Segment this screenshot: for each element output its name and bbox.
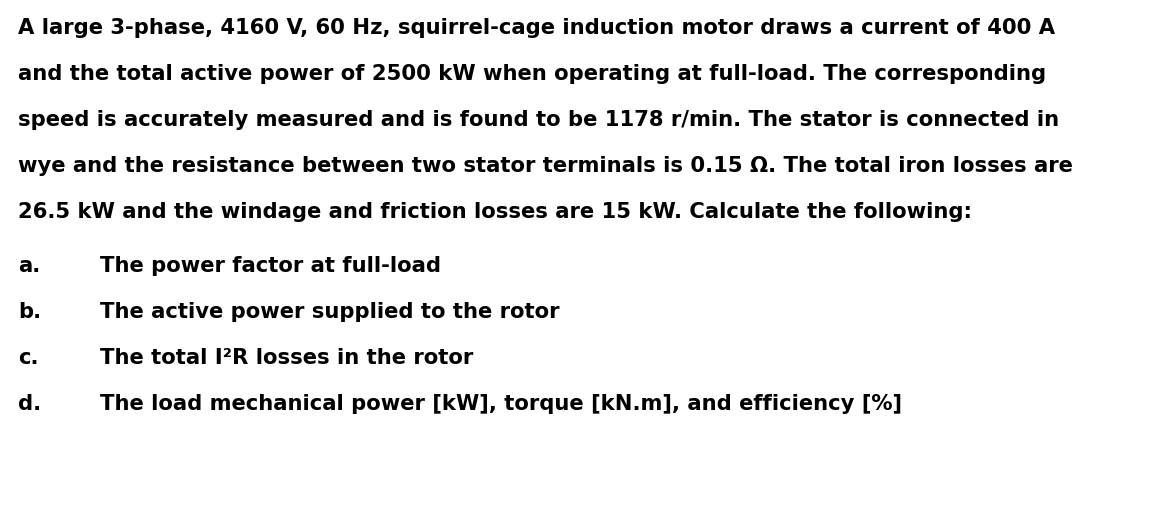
Text: A large 3-phase, 4160 V, 60 Hz, squirrel-cage induction motor draws a current of: A large 3-phase, 4160 V, 60 Hz, squirrel…	[18, 18, 1055, 38]
Text: d.: d.	[18, 393, 41, 413]
Text: 26.5 kW and the windage and friction losses are 15 kW. Calculate the following:: 26.5 kW and the windage and friction los…	[18, 201, 972, 222]
Text: The load mechanical power [kW], torque [kN.m], and efficiency [%]: The load mechanical power [kW], torque […	[100, 393, 902, 413]
Text: a.: a.	[18, 256, 40, 275]
Text: speed is accurately measured and is found to be 1178 r/min. The stator is connec: speed is accurately measured and is foun…	[18, 110, 1060, 130]
Text: wye and the resistance between two stator terminals is 0.15 Ω. The total iron lo: wye and the resistance between two stato…	[18, 156, 1072, 176]
Text: c.: c.	[18, 347, 39, 367]
Text: The total I²R losses in the rotor: The total I²R losses in the rotor	[100, 347, 474, 367]
Text: The active power supplied to the rotor: The active power supplied to the rotor	[100, 301, 559, 321]
Text: b.: b.	[18, 301, 41, 321]
Text: The power factor at full-load: The power factor at full-load	[100, 256, 441, 275]
Text: and the total active power of 2500 kW when operating at full-load. The correspon: and the total active power of 2500 kW wh…	[18, 64, 1046, 84]
